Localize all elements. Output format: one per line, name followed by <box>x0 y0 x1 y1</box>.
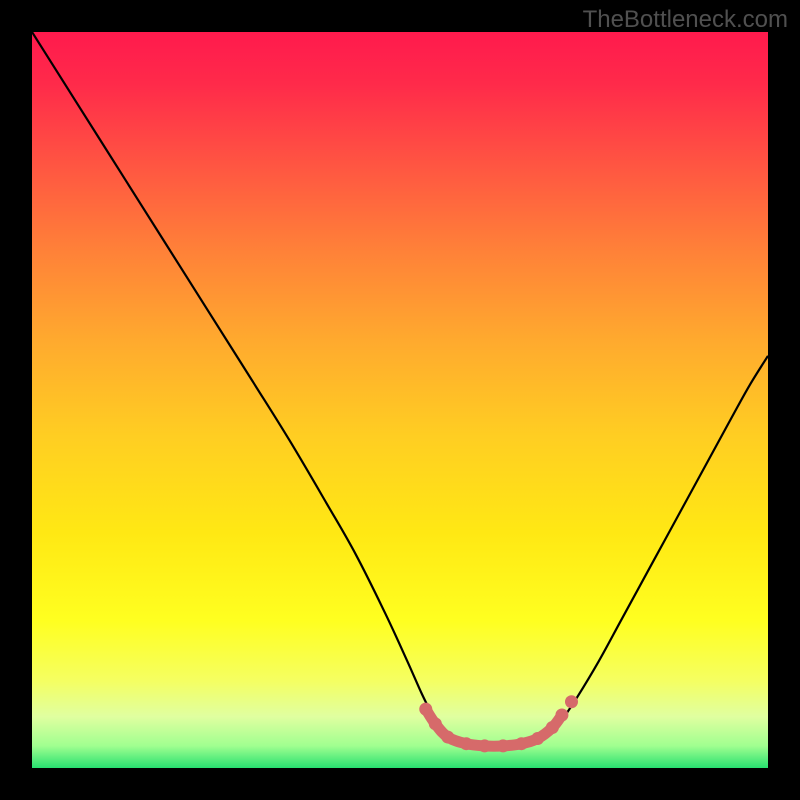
right-curve <box>562 356 768 720</box>
chart-area <box>32 32 768 768</box>
left-curve <box>32 32 433 716</box>
chart-curves <box>32 32 768 768</box>
valley-marker-dots <box>419 695 578 752</box>
watermark: TheBottleneck.com <box>583 6 788 34</box>
